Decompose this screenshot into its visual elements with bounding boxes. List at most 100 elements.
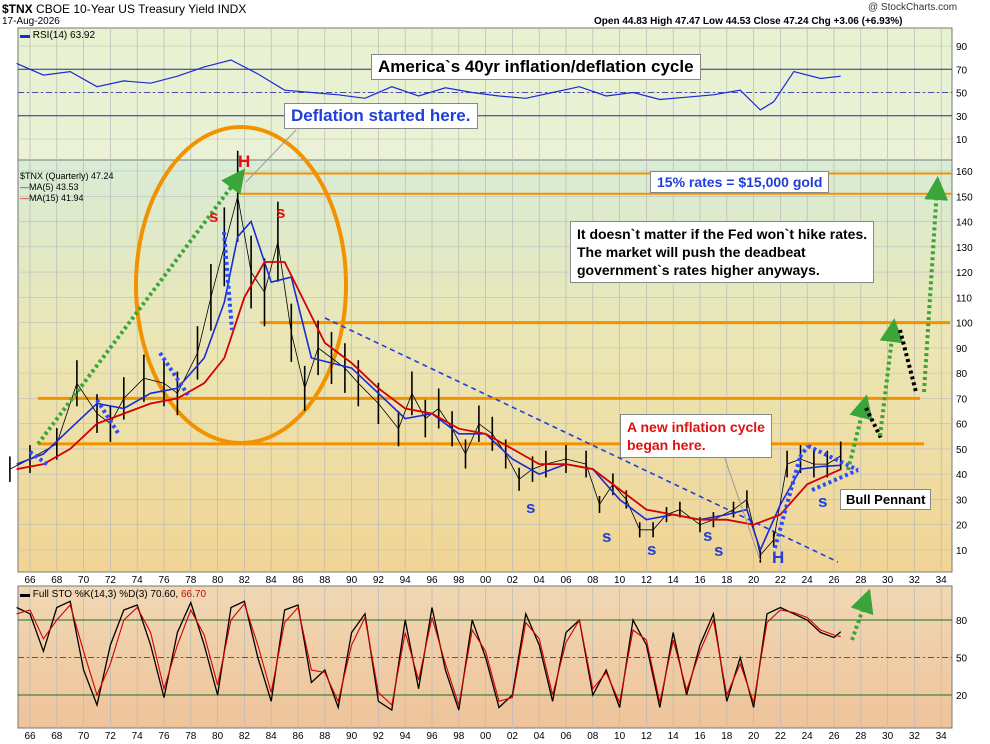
x-tick-label: 14 <box>668 731 680 742</box>
x-tick-label: 82 <box>239 731 251 742</box>
y-tick-label: 20 <box>956 691 968 702</box>
y-tick-label: 90 <box>956 344 968 355</box>
x-tick-label: 86 <box>292 575 304 586</box>
y-tick-label: 30 <box>956 495 968 506</box>
x-tick-label: 08 <box>587 731 599 742</box>
x-tick-label: 18 <box>721 731 733 742</box>
ma5-line <box>16 219 841 553</box>
x-tick-label: 34 <box>936 731 948 742</box>
y-tick-label: 30 <box>956 112 968 123</box>
y-tick-label: 100 <box>956 319 973 330</box>
x-tick-label: 26 <box>828 731 840 742</box>
sto-legend: ▬ Full STO %K(14,3) %D(3) 70.60, 66.70 <box>20 589 207 600</box>
x-tick-label: 28 <box>855 575 867 586</box>
x-tick-label: 86 <box>292 731 304 742</box>
ma15-line <box>16 261 842 526</box>
x-tick-label: 92 <box>373 731 385 742</box>
x-tick-label: 72 <box>105 731 117 742</box>
x-tick-label: 22 <box>775 731 787 742</box>
x-tick-label: 90 <box>346 575 358 586</box>
x-tick-label: 70 <box>78 731 90 742</box>
y-tick-label: 110 <box>956 293 972 304</box>
green-arrow-3 <box>922 176 949 393</box>
y-tick-label: 150 <box>956 192 973 203</box>
x-tick-label: 70 <box>78 575 90 586</box>
blue-arrow-3 <box>158 351 190 397</box>
s-label-11: s <box>647 540 656 559</box>
x-tick-label: 02 <box>507 731 519 742</box>
x-tick-label: 30 <box>882 575 894 586</box>
s-label-right: s <box>276 203 285 222</box>
s-label-left: s <box>209 207 218 226</box>
x-tick-label: 16 <box>694 575 706 586</box>
fed-annotation: It doesn`t matter if the Fed won`t hike … <box>570 221 875 283</box>
sto-d-line <box>16 602 841 707</box>
title-annotation: America`s 40yr inflation/deflation cycle <box>371 54 701 80</box>
x-tick-label: 10 <box>614 575 626 586</box>
price-series <box>9 59 842 712</box>
x-tick-label: 10 <box>614 731 626 742</box>
y-tick-label: 20 <box>956 521 968 532</box>
x-tick-label: 88 <box>319 575 331 586</box>
blue-arrow-4 <box>222 231 234 331</box>
deflation-pointer <box>245 129 297 183</box>
blue-pennant-left <box>773 456 802 549</box>
green-uptrend-arrow <box>36 168 246 446</box>
y-tick-label: 160 <box>956 167 973 178</box>
h-top-label: H <box>238 152 250 171</box>
x-tick-label: 96 <box>426 731 438 742</box>
legend-ma5: —MA(5) 43.53 <box>20 182 79 192</box>
y-tick-label: 50 <box>956 445 968 456</box>
rsi-line <box>16 59 841 111</box>
x-tick-label: 30 <box>882 731 894 742</box>
sto-k-line <box>16 600 842 712</box>
x-tick-label: 20 <box>748 731 760 742</box>
x-tick-label: 18 <box>721 575 733 586</box>
x-tick-label: 84 <box>266 731 278 742</box>
x-tick-label: 34 <box>936 575 948 586</box>
x-tick-label: 28 <box>855 731 867 742</box>
x-tick-label: 80 <box>212 575 224 586</box>
s-label-08: s <box>602 527 611 546</box>
x-tick-label: 00 <box>480 575 492 586</box>
x-tick-label: 32 <box>909 575 921 586</box>
x-tick-label: 76 <box>158 731 170 742</box>
legend-ma15: —MA(15) 41.94 <box>20 193 84 203</box>
s-label-pennant: s <box>818 492 827 511</box>
blue-pennant-bottom <box>811 468 859 492</box>
resistance-lines <box>38 172 952 446</box>
x-tick-label: 04 <box>534 731 546 742</box>
s-label-17: s <box>714 541 723 560</box>
x-tick-label: 06 <box>560 575 572 586</box>
symbol: $TNX <box>2 2 33 16</box>
x-tick-label: 24 <box>802 731 814 742</box>
x-tick-label: 92 <box>373 575 385 586</box>
x-tick-label: 98 <box>453 575 465 586</box>
x-tick-label: 78 <box>185 731 197 742</box>
x-tick-label: 26 <box>828 575 840 586</box>
x-tick-label: 90 <box>346 731 358 742</box>
pennant-annotation: Bull Pennant <box>840 489 932 510</box>
x-tick-label: 04 <box>534 575 546 586</box>
x-tick-label: 16 <box>694 731 706 742</box>
green-arrow-sto <box>850 588 874 641</box>
y-tick-label: 140 <box>956 218 973 229</box>
x-tick-label: 74 <box>132 731 144 742</box>
main-legend: $TNX (Quarterly) 47.24 —MA(5) 43.53 —MA(… <box>20 171 114 204</box>
downtrend-line <box>324 317 839 563</box>
s-label-15: s <box>703 526 712 545</box>
x-tick-label: 98 <box>453 731 465 742</box>
x-tick-label: 68 <box>51 575 63 586</box>
x-tick-label: 20 <box>748 575 760 586</box>
x-tick-label: 88 <box>319 731 331 742</box>
x-tick-label: 68 <box>51 731 63 742</box>
watermark: @ StockCharts.com <box>868 2 958 13</box>
x-tick-label: 14 <box>668 575 680 586</box>
symbol-description: CBOE 10-Year US Treasury Yield INDX <box>36 2 247 16</box>
x-tick-label: 84 <box>266 575 278 586</box>
x-tick-label: 76 <box>158 575 170 586</box>
trend-arrows <box>28 168 949 641</box>
h-bottom-label: H <box>772 548 784 567</box>
x-tick-label: 66 <box>24 731 36 742</box>
x-axis: 66 66 68 68 70 70 72 72 74 74 76 76 78 78 80 80 82 82 84 84… <box>24 575 947 742</box>
